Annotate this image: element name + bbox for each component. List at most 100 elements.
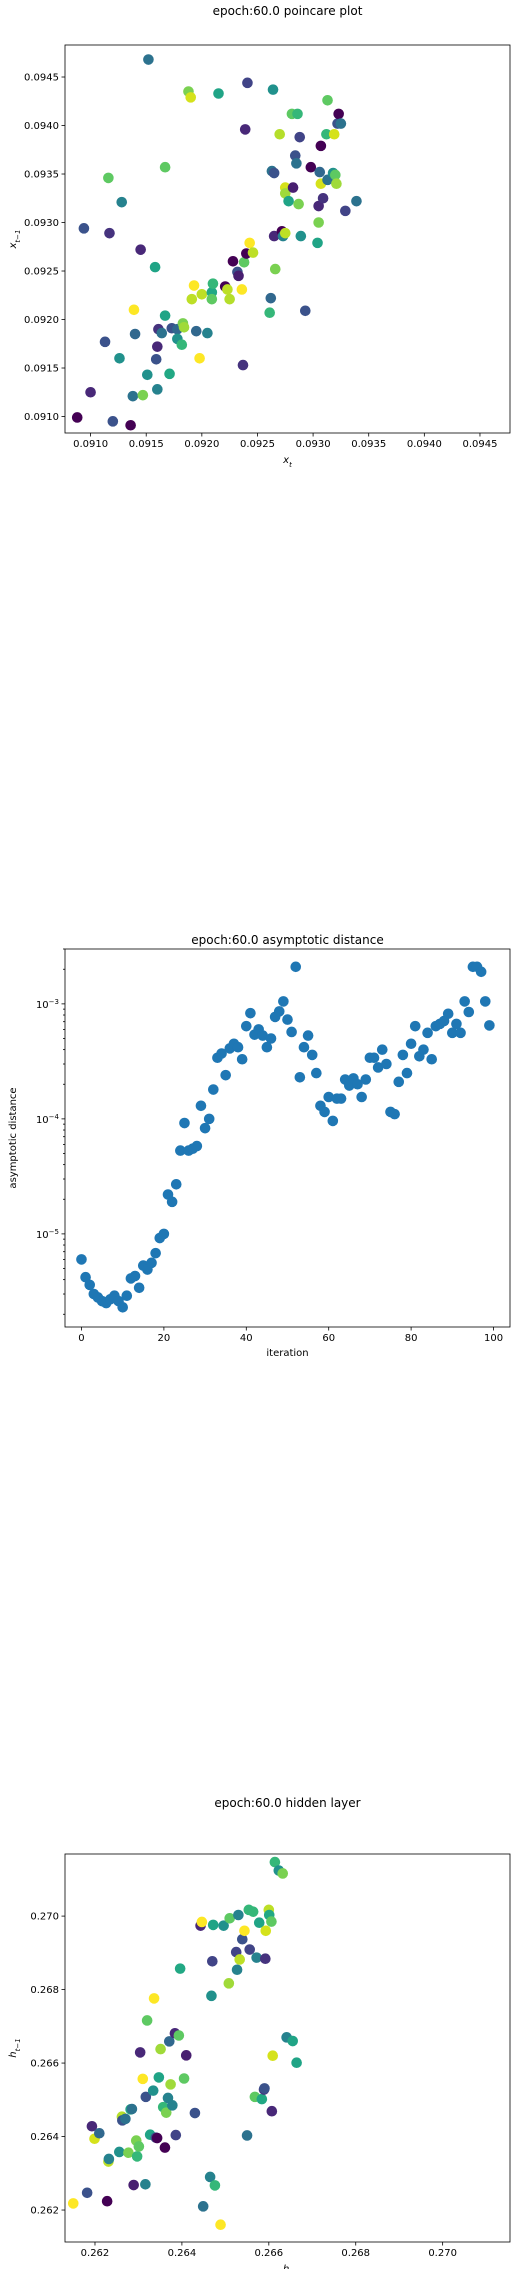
data-point — [422, 1027, 433, 1039]
data-point — [179, 1117, 190, 1129]
data-point — [107, 416, 119, 427]
data-point — [194, 353, 205, 364]
data-point — [159, 2142, 171, 2153]
y-tick-label: 0.266 — [30, 2059, 59, 2070]
y-tick-label: 10−3 — [36, 998, 59, 1011]
data-point — [463, 1006, 475, 1018]
data-point — [180, 2050, 192, 2061]
chart-title: epoch:60.0 hidden layer — [214, 1796, 360, 1810]
y-tick-label: 0.264 — [30, 2132, 59, 2143]
data-point — [173, 2030, 185, 2041]
data-point — [99, 336, 111, 348]
data-point — [114, 2146, 125, 2158]
data-point — [259, 2083, 270, 2094]
data-point — [479, 996, 491, 1007]
data-point — [244, 1944, 255, 1955]
data-point — [224, 1912, 236, 1924]
data-point — [266, 2105, 278, 2117]
data-point — [260, 1925, 272, 1937]
x-tick-label: 60 — [322, 1333, 335, 1344]
data-point — [330, 169, 341, 181]
x-tick-label: 0.0945 — [462, 439, 497, 450]
y-axis-label: ht−1 — [8, 2038, 22, 2057]
data-point — [131, 2151, 143, 2162]
data-point — [238, 256, 250, 268]
data-point — [321, 128, 332, 140]
data-point — [140, 2179, 151, 2190]
data-point — [151, 2132, 163, 2144]
x-tick-label: 0.264 — [168, 2248, 197, 2259]
data-point — [426, 1053, 438, 1065]
data-point — [86, 2120, 98, 2132]
data-point — [393, 1076, 405, 1088]
y-tick-label: 0.0925 — [24, 267, 59, 278]
data-point — [240, 1020, 252, 1032]
data-point — [101, 2195, 113, 2207]
data-point — [206, 1990, 217, 2002]
x-tick-label: 0.0920 — [184, 439, 219, 450]
x-tick-label: 0.0925 — [240, 439, 275, 450]
data-point — [152, 341, 163, 352]
data-point — [237, 1933, 248, 1945]
data-point — [294, 1071, 306, 1083]
data-point — [381, 1058, 392, 1070]
data-point — [286, 1026, 297, 1038]
data-point — [209, 2180, 221, 2191]
data-point — [376, 1044, 388, 1055]
data-point — [265, 292, 277, 304]
data-point — [159, 310, 171, 321]
data-point — [190, 325, 202, 337]
x-tick-label: 0.0940 — [407, 439, 442, 450]
data-point — [103, 172, 114, 184]
data-point — [208, 1084, 219, 1095]
plot-frame — [64, 1853, 511, 2243]
data-point — [405, 1038, 417, 1050]
y-tick-label: 0.0920 — [24, 315, 59, 326]
x-tick-label: 0.0915 — [129, 439, 164, 450]
data-point — [127, 390, 139, 402]
data-point — [195, 1100, 207, 1112]
data-point — [160, 2107, 172, 2118]
data-point — [251, 1952, 262, 1963]
y-axis-label: xt−1 — [8, 230, 22, 250]
data-point — [323, 1091, 335, 1103]
data-point — [264, 307, 276, 319]
data-point — [290, 961, 302, 973]
data-point — [117, 1301, 128, 1313]
data-point — [397, 1049, 409, 1061]
data-point — [116, 196, 128, 208]
data-point — [268, 167, 280, 179]
data-point — [128, 304, 140, 316]
plot-frame — [64, 948, 511, 1328]
y-tick-label: 0.0940 — [24, 121, 59, 132]
data-point — [447, 1027, 458, 1039]
data-point — [293, 198, 304, 210]
data-point — [236, 1053, 248, 1065]
data-point — [282, 1014, 293, 1025]
data-point — [239, 1925, 250, 1937]
data-point — [239, 124, 251, 135]
data-point — [163, 2036, 175, 2047]
data-point — [283, 195, 294, 207]
data-point — [247, 247, 259, 258]
data-point — [484, 1020, 495, 1031]
data-point — [155, 2043, 166, 2055]
chart-title: epoch:60.0 asymptotic distance — [191, 933, 383, 947]
data-point — [360, 1074, 372, 1085]
x-tick-label: 0.266 — [254, 2248, 283, 2259]
data-point — [170, 2129, 182, 2141]
data-point — [126, 2103, 138, 2115]
x-tick-label: 0.0935 — [351, 439, 386, 450]
data-point — [84, 1279, 96, 1291]
data-point — [313, 200, 324, 212]
data-point — [319, 1106, 330, 1118]
data-point — [207, 1919, 219, 1931]
data-point — [81, 2187, 93, 2199]
data-point — [287, 2035, 299, 2047]
data-point — [234, 1954, 245, 1965]
data-point — [137, 2073, 149, 2085]
data-point — [227, 256, 239, 267]
x-tick-label: 80 — [405, 1333, 418, 1344]
data-point — [269, 1856, 281, 1868]
data-point — [129, 328, 141, 340]
